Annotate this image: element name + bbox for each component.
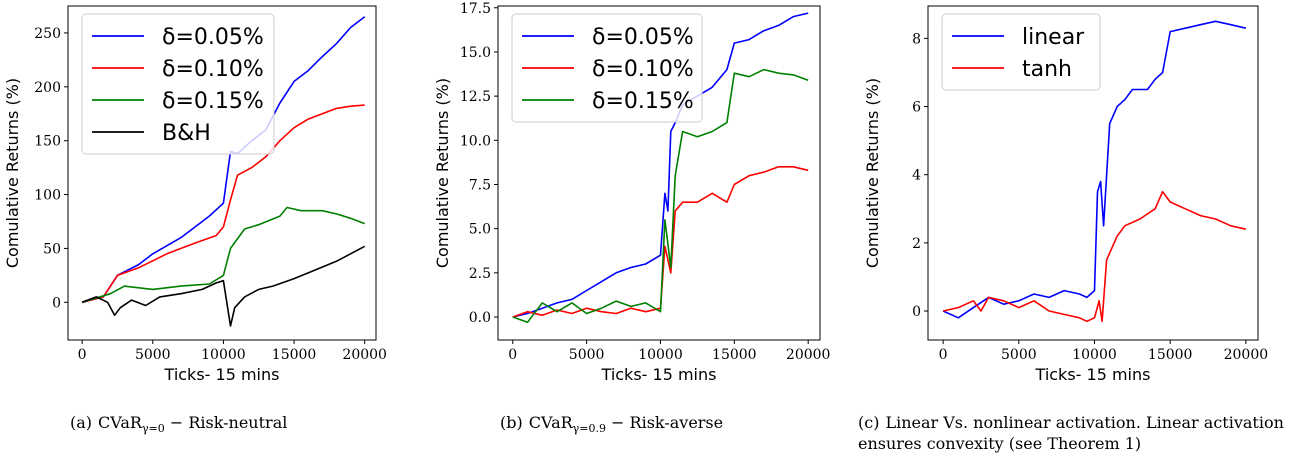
y-axis-label: Comulative Returns (%) xyxy=(3,78,22,268)
caption-b: (b) CVaRγ=0.9 − Risk-averse xyxy=(500,412,723,439)
y-tick-label: 8 xyxy=(912,31,921,47)
series-line xyxy=(512,12,809,318)
legend-label: B&H xyxy=(162,121,211,146)
chart-panel-c: 0 5000 10000 15000 20000 0 2 4 6 8 Ticks- 15 mins C… xyxy=(863,5,1269,384)
x-tick-label: 10000 xyxy=(201,347,246,363)
y-tick-label: 10.0 xyxy=(460,133,491,149)
series-line xyxy=(942,190,1247,323)
legend-label: δ=0.05% xyxy=(162,25,264,50)
y-tick-label: 15.0 xyxy=(460,45,491,61)
y-tick-label: 5.0 xyxy=(469,222,491,238)
x-tick-label: 5000 xyxy=(135,347,171,363)
y-tick-label: 0 xyxy=(52,295,61,311)
y-tick-label: 0 xyxy=(912,304,921,320)
x-tick-label: 20000 xyxy=(1224,347,1269,363)
x-tick-label: 0 xyxy=(508,347,517,363)
caption-text: − Risk-neutral xyxy=(169,413,288,432)
y-tick-label: 200 xyxy=(34,80,61,96)
y-tick-label: 2.5 xyxy=(469,266,491,282)
y-axis-label: Comulative Returns (%) xyxy=(863,78,882,268)
legend-box xyxy=(511,13,703,123)
y-tick-label: 6 xyxy=(912,100,921,116)
legend-label: δ=0.15% xyxy=(592,89,694,114)
plot-frame xyxy=(67,5,377,341)
legend-label: δ=0.10% xyxy=(592,57,694,82)
x-tick-label: 5000 xyxy=(1001,347,1037,363)
y-axis-label: Comulative Returns (%) xyxy=(433,78,452,268)
x-tick-label: 0 xyxy=(78,347,87,363)
y-tick-label: 4 xyxy=(912,168,921,184)
x-tick-label: 10000 xyxy=(638,347,683,363)
y-tick-label: 17.5 xyxy=(460,1,491,17)
x-tick-label: 15000 xyxy=(712,347,757,363)
series-line xyxy=(942,20,1247,319)
caption-label: (b) xyxy=(500,413,523,432)
legend-label: δ=0.05% xyxy=(592,25,694,50)
x-axis-label: Ticks- 15 mins xyxy=(601,365,717,384)
series-line xyxy=(81,206,365,304)
legend-label: δ=0.15% xyxy=(162,89,264,114)
plot-frame xyxy=(497,5,821,341)
y-tick-label: 50 xyxy=(43,241,61,257)
caption-a: (a) CVaRγ=0 − Risk-neutral xyxy=(70,412,287,439)
series-line xyxy=(512,166,809,318)
caption-sub: γ=0.9 xyxy=(572,422,606,436)
caption-c: (c) Linear Vs. nonlinear activation. Line… xyxy=(858,412,1308,454)
y-tick-label: 150 xyxy=(34,134,61,150)
legend-box xyxy=(941,13,1101,91)
x-tick-label: 20000 xyxy=(786,347,831,363)
x-tick-label: 20000 xyxy=(342,347,387,363)
x-tick-label: 15000 xyxy=(1148,347,1193,363)
legend-label: tanh xyxy=(1022,57,1072,82)
x-tick-label: 10000 xyxy=(1072,347,1117,363)
legend-label: linear xyxy=(1022,25,1085,50)
series-line xyxy=(81,104,365,304)
caption-sub: γ=0 xyxy=(141,422,165,436)
y-tick-label: 7.5 xyxy=(469,177,491,193)
caption-text: Linear Vs. nonlinear activation. Linear … xyxy=(858,413,1284,453)
series-line xyxy=(512,68,809,324)
caption-name: CVaR xyxy=(98,413,142,432)
series-line xyxy=(81,245,366,327)
y-tick-label: 250 xyxy=(34,26,61,42)
x-tick-label: 15000 xyxy=(272,347,317,363)
x-tick-label: 0 xyxy=(939,347,948,363)
caption-name: CVaR xyxy=(528,413,573,432)
legend-box xyxy=(81,13,275,155)
chart-panel-b: 0 5000 10000 15000 20000 0.0 2.5 5.0 7.5 10.0 12.5… xyxy=(433,1,830,384)
legend-label: δ=0.10% xyxy=(162,57,264,82)
y-tick-label: 100 xyxy=(34,188,61,204)
chart-panel-a: 0 5000 10000 15000 20000 0 50 100 150 200 250 Ticks… xyxy=(3,5,387,384)
x-tick-label: 5000 xyxy=(569,347,605,363)
plot-frame xyxy=(927,5,1259,341)
caption-text: − Risk-averse xyxy=(611,413,724,432)
y-tick-label: 2 xyxy=(912,236,921,252)
caption-label: (a) xyxy=(70,413,93,432)
x-axis-label: Ticks- 15 mins xyxy=(1035,365,1151,384)
caption-label: (c) xyxy=(858,413,880,432)
figure: 0 5000 10000 15000 20000050100150200250Ticks… xyxy=(3,1,1269,384)
x-axis-label: Ticks- 15 mins xyxy=(164,365,280,384)
y-tick-label: 12.5 xyxy=(460,89,491,105)
y-tick-label: 0.0 xyxy=(469,310,491,326)
